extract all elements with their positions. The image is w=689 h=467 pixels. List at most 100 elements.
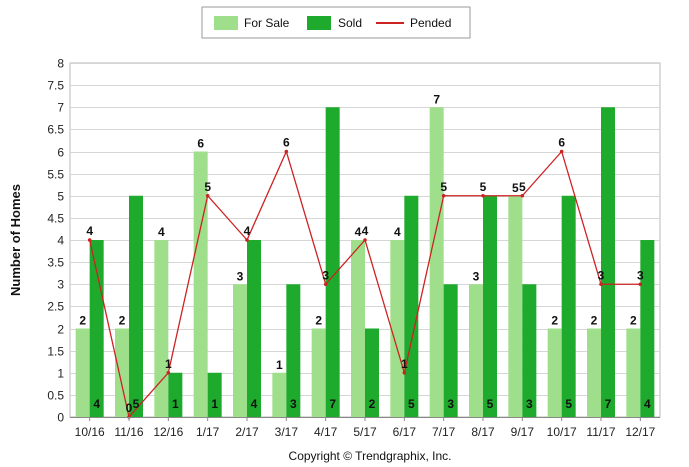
data-label-sold: 3 [290,397,297,411]
data-label-sold: 5 [408,397,415,411]
y-tick-label: 6.5 [47,123,64,137]
bar-sold [601,107,615,417]
y-tick-label: 8 [57,57,64,71]
bar-for-sale [351,240,365,417]
point-pended [520,193,525,198]
y-tick-label: 5.5 [47,168,64,182]
data-label-sold: 5 [133,397,140,411]
point-pended [87,238,92,242]
data-label-pended: 4 [86,224,93,238]
data-label-for-sale: 7 [433,92,440,106]
x-tick-label: 6/17 [393,425,417,439]
data-label-sold: 3 [526,397,533,411]
bar-sold [247,240,261,417]
bar-for-sale [233,284,247,417]
data-label-for-sale: 5 [512,181,519,195]
x-tick-label: 8/17 [471,425,495,439]
point-pended [166,370,171,375]
bar-sold [168,372,183,417]
bar-for-sale [429,107,444,417]
point-pended [402,370,407,375]
data-label-pended: 5 [480,180,487,194]
data-label-pended: 5 [440,180,447,194]
point-pended [638,282,643,287]
data-label-sold: 4 [644,397,651,411]
data-label-for-sale: 3 [237,269,244,283]
legend-swatch-sold [307,16,331,30]
x-tick-label: 12/17 [625,425,655,439]
y-tick-label: 0 [57,411,64,425]
x-tick-label: 3/17 [275,425,299,439]
x-tick-label: 9/17 [511,425,535,439]
x-tick-label: 2/17 [235,425,259,439]
bar-for-sale [508,195,523,417]
data-label-pended: 4 [244,224,251,238]
data-label-for-sale: 4 [355,225,362,239]
x-tick-label: 1/17 [196,425,220,439]
x-tick-label: 4/17 [314,425,338,439]
x-tick-label: 10/16 [75,425,105,439]
y-tick-label: 0.5 [47,389,64,403]
bar-sold [522,284,537,417]
y-axis-title: Number of Homes [8,184,23,296]
bar-sold [561,195,576,417]
data-label-for-sale: 2 [591,314,598,328]
y-tick-label: 2 [57,323,64,337]
data-label-sold: 2 [369,397,376,411]
point-pended [559,149,564,154]
data-label-pended: 3 [322,268,329,282]
y-tick-label: 6 [57,146,64,160]
bar-for-sale [75,328,90,417]
data-label-pended: 6 [283,136,290,150]
bar-sold [443,284,458,417]
legend-swatch-for-sale [214,16,238,30]
bar-for-sale [154,240,169,417]
bar-for-sale [311,328,326,417]
bar-sold [640,240,655,417]
data-label-pended: 5 [519,180,526,194]
bar-sold [89,240,104,417]
point-pended [441,193,446,198]
bar-for-sale [626,328,641,417]
y-tick-label: 4.5 [47,212,64,226]
x-tick-label: 12/16 [153,425,183,439]
data-label-sold: 1 [211,397,218,411]
copyright-text: Copyright © Trendgraphix, Inc. [289,449,452,463]
x-tick-label: 11/16 [114,425,143,439]
bar-for-sale [547,328,562,417]
data-label-for-sale: 4 [158,225,165,239]
y-tick-label: 3.5 [47,256,64,270]
bar-for-sale [469,284,483,417]
bar-sold [129,195,143,417]
legend-label-sold: Sold [338,16,362,30]
point-pended [599,282,603,287]
data-label-for-sale: 2 [551,314,558,328]
legend-label-for-sale: For Sale [244,16,290,30]
bar-sold [207,372,222,417]
bar-for-sale [390,240,405,417]
bar-for-sale [193,151,208,417]
data-label-sold: 5 [565,397,572,411]
data-label-pended: 1 [401,357,408,371]
data-label-sold: 4 [251,397,258,411]
point-pended [323,282,328,287]
data-label-sold: 1 [172,397,179,411]
data-label-sold: 5 [487,397,494,411]
data-label-for-sale: 2 [79,314,86,328]
bar-sold [404,195,419,417]
chart-legend: For Sale Sold Pended [201,6,471,39]
data-label-for-sale: 4 [394,225,401,239]
x-tick-label: 7/17 [432,425,456,439]
data-label-for-sale: 6 [197,137,204,151]
bar-sold [286,284,301,417]
data-label-pended: 1 [165,357,172,371]
data-label-for-sale: 1 [276,358,283,372]
data-label-sold: 4 [93,397,100,411]
y-tick-label: 4 [57,234,64,248]
bar-for-sale [587,328,601,417]
chart-data-labels: 2425416134132742457335532527244015463415… [79,92,651,415]
data-label-pended: 3 [598,268,605,282]
data-label-sold: 7 [605,397,612,411]
data-label-for-sale: 3 [473,269,480,283]
